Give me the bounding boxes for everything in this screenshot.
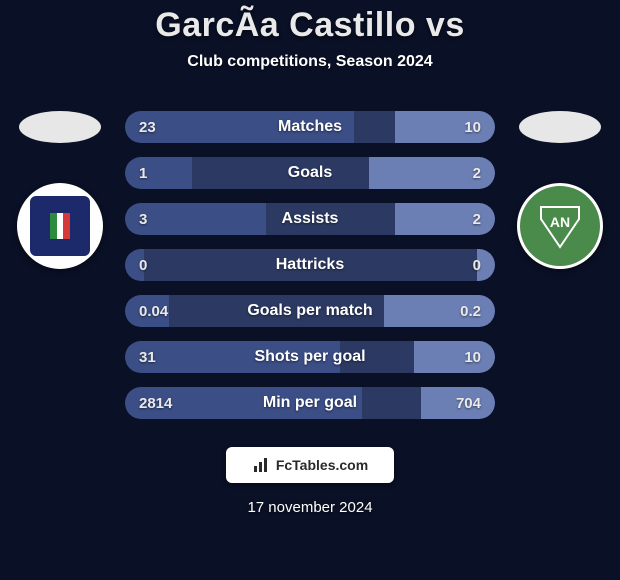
stat-row: 2814Min per goal704 xyxy=(125,387,495,419)
stat-label: Hattricks xyxy=(205,256,415,274)
shield-icon: AN xyxy=(533,199,587,253)
stat-value-left: 23 xyxy=(125,119,205,136)
stat-value-right: 2 xyxy=(415,211,495,228)
stats-list: 23Matches101Goals23Assists20Hattricks00.… xyxy=(125,111,495,419)
subtitle: Club competitions, Season 2024 xyxy=(0,53,620,71)
svg-text:AN: AN xyxy=(550,214,570,230)
stat-label: Min per goal xyxy=(205,394,415,412)
stat-row: 23Matches10 xyxy=(125,111,495,143)
club-crest-right: AN xyxy=(517,183,603,269)
chart-icon xyxy=(252,456,270,474)
stat-label: Matches xyxy=(205,118,415,136)
player-right-photo-placeholder xyxy=(519,111,601,143)
player-right-column: AN xyxy=(505,111,615,269)
branding-badge[interactable]: FcTables.com xyxy=(226,447,394,483)
stat-value-right: 0.2 xyxy=(415,303,495,320)
player-left-photo-placeholder xyxy=(19,111,101,143)
stat-value-left: 31 xyxy=(125,349,205,366)
stat-value-left: 2814 xyxy=(125,395,205,412)
stat-value-right: 10 xyxy=(415,349,495,366)
stat-value-right: 10 xyxy=(415,119,495,136)
stat-value-right: 704 xyxy=(415,395,495,412)
player-left-column xyxy=(5,111,115,269)
branding-text: FcTables.com xyxy=(276,457,368,473)
stat-value-right: 2 xyxy=(415,165,495,182)
stat-value-right: 0 xyxy=(415,257,495,274)
footer-date: 17 november 2024 xyxy=(0,499,620,516)
stat-label: Assists xyxy=(205,210,415,228)
stat-value-left: 1 xyxy=(125,165,205,182)
stat-value-left: 0.04 xyxy=(125,303,205,320)
stat-value-left: 0 xyxy=(125,257,205,274)
stat-row: 0Hattricks0 xyxy=(125,249,495,281)
stat-row: 31Shots per goal10 xyxy=(125,341,495,373)
stat-row: 0.04Goals per match0.2 xyxy=(125,295,495,327)
stat-row: 3Assists2 xyxy=(125,203,495,235)
stat-label: Shots per goal xyxy=(205,348,415,366)
crest-flag-icon xyxy=(50,213,70,239)
stat-row: 1Goals2 xyxy=(125,157,495,189)
club-crest-left xyxy=(17,183,103,269)
stat-label: Goals xyxy=(205,164,415,182)
stat-label: Goals per match xyxy=(205,302,415,320)
stat-value-left: 3 xyxy=(125,211,205,228)
page-title: GarcÃ­a Castillo vs xyxy=(0,6,620,45)
